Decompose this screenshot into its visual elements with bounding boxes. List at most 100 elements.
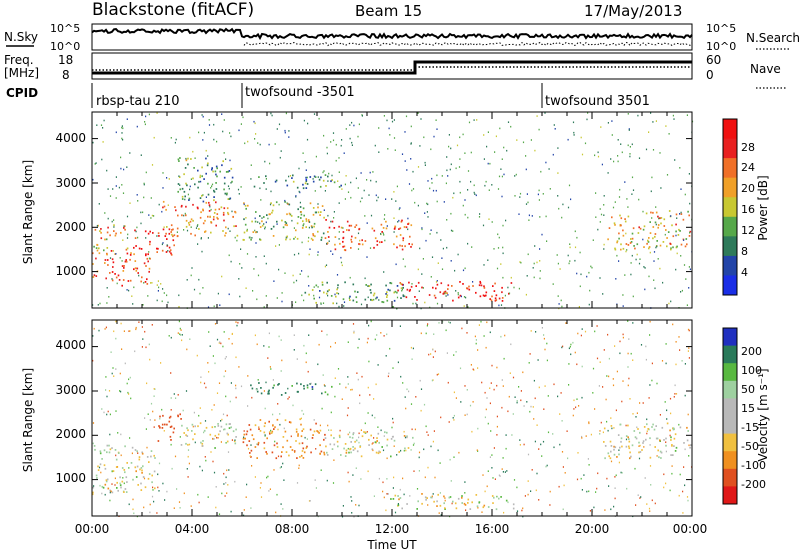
power-scatter-cell xyxy=(446,219,448,221)
velocity-scatter-cell xyxy=(559,413,561,415)
power-scatter-cell xyxy=(217,292,219,295)
velocity-cell xyxy=(670,436,672,439)
power-scatter-cell xyxy=(502,276,504,279)
velocity-scatter-cell xyxy=(562,508,564,511)
power-cell xyxy=(395,235,398,238)
power-scatter-cell xyxy=(574,259,576,262)
power-cell xyxy=(271,211,273,214)
velocity-scatter-cell xyxy=(637,494,639,496)
velocity-cell xyxy=(169,415,172,418)
power-scatter-cell xyxy=(502,224,504,227)
velocity-scatter-cell xyxy=(673,396,675,398)
power-scatter-cell xyxy=(156,284,158,286)
velocity-scatter-cell xyxy=(666,418,668,420)
power-scatter-cell xyxy=(132,303,134,305)
velocity-scatter-cell xyxy=(526,401,528,403)
power-colorbar-segment xyxy=(723,158,737,179)
power-cell xyxy=(373,246,375,249)
power-cell xyxy=(479,295,482,298)
power-scatter-cell xyxy=(167,204,169,206)
power-cell xyxy=(121,265,124,267)
velocity-scatter-cell xyxy=(608,375,610,378)
velocity-colorbar-segment xyxy=(723,398,737,417)
velocity-scatter-cell xyxy=(364,431,367,434)
power-cbar-tick-8: 8 xyxy=(741,245,748,258)
power-cell xyxy=(387,288,389,291)
velocity-scatter-cell xyxy=(610,460,613,463)
power-scatter-cell xyxy=(541,233,543,236)
velocity-cell xyxy=(263,425,266,428)
power-scatter-cell xyxy=(424,212,426,214)
power-scatter-cell xyxy=(330,220,332,223)
velocity-scatter-cell xyxy=(123,330,125,332)
power-scatter-cell xyxy=(536,261,538,264)
velocity-scatter-cell xyxy=(400,449,402,452)
power-cell xyxy=(202,200,205,203)
velocity-scatter-cell xyxy=(513,479,516,481)
velocity-colorbar xyxy=(723,328,737,505)
power-scatter-cell xyxy=(645,148,648,151)
velocity-scatter-cell xyxy=(305,352,307,355)
velocity-cell xyxy=(246,444,248,447)
power-scatter-cell xyxy=(148,251,150,253)
velocity-scatter-cell xyxy=(150,402,153,405)
velocity-scatter-cell xyxy=(141,346,143,348)
power-cbar-tick-12: 12 xyxy=(741,224,755,237)
velocity-cell xyxy=(436,505,438,507)
velocity-scatter-cell xyxy=(149,358,151,361)
power-scatter-cell xyxy=(288,136,290,138)
velocity-scatter-cell xyxy=(491,467,493,469)
velocity-scatter-cell xyxy=(545,465,547,468)
power-scatter-cell xyxy=(491,221,493,223)
power-scatter-cell xyxy=(301,241,303,244)
velocity-scatter-cell xyxy=(186,468,188,470)
velocity-cell xyxy=(355,439,358,442)
power-scatter-cell xyxy=(686,114,688,116)
velocity-scatter-cell xyxy=(177,394,179,396)
velocity-scatter-cell xyxy=(149,503,151,506)
power-cell xyxy=(189,220,192,223)
velocity-scatter-cell xyxy=(348,480,350,483)
velocity-scatter-cell xyxy=(649,320,651,323)
velocity-scatter-cell xyxy=(147,413,149,415)
power-scatter-cell xyxy=(208,119,210,121)
velocity-scatter-cell xyxy=(215,486,217,488)
power-cell xyxy=(648,237,650,239)
velocity-scatter-cell xyxy=(281,359,283,362)
power-scatter-cell xyxy=(614,201,616,203)
velocity-scatter-cell xyxy=(502,457,504,459)
velocity-scatter-cell xyxy=(532,406,534,408)
velocity-scatter-cell xyxy=(621,472,623,474)
power-scatter-cell xyxy=(498,236,500,239)
power-scatter-cell xyxy=(239,295,241,298)
power-scatter-cell xyxy=(500,168,502,170)
power-cell xyxy=(364,240,367,242)
power-cell xyxy=(495,294,498,297)
power-cell xyxy=(416,299,418,301)
power-cell xyxy=(109,234,111,237)
power-cell xyxy=(371,227,374,230)
velocity-cell xyxy=(397,504,400,506)
power-cell xyxy=(375,297,377,300)
velocity-scatter-cell xyxy=(388,372,390,375)
power-scatter-cell xyxy=(537,193,539,196)
velocity-cell xyxy=(185,442,187,445)
power-scatter-cell xyxy=(631,143,633,146)
velocity-scatter-cell xyxy=(280,370,282,372)
power-cell xyxy=(410,285,413,288)
velocity-scatter-cell xyxy=(105,376,107,378)
velocity-scatter-cell xyxy=(223,483,225,485)
power-scatter-cell xyxy=(626,198,628,200)
velocity-cell xyxy=(136,450,138,453)
velocity-cell xyxy=(233,440,236,443)
velocity-cell xyxy=(263,441,266,444)
power-scatter-cell xyxy=(92,141,94,144)
power-cell xyxy=(305,218,308,220)
power-scatter-cell xyxy=(363,189,365,192)
power-scatter-cell xyxy=(255,133,257,135)
velocity-scatter-cell xyxy=(663,486,665,489)
power-cell xyxy=(129,258,131,261)
power-cell xyxy=(619,214,621,217)
velocity-scatter-cell xyxy=(472,368,474,371)
power-scatter-cell xyxy=(153,215,155,217)
